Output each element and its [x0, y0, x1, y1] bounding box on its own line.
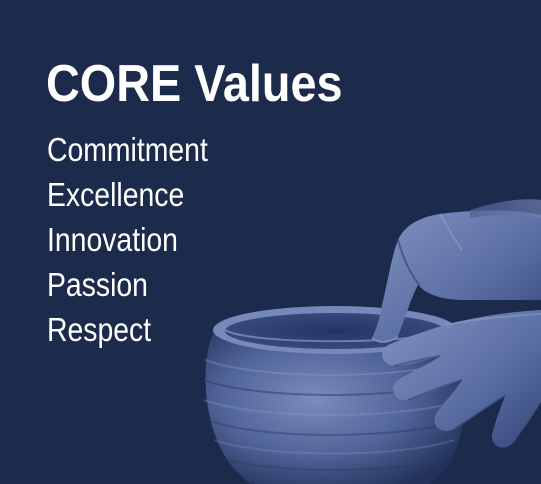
value-commitment: Commitment: [47, 131, 208, 168]
page-title: CORE Values: [46, 55, 343, 113]
lower-hand: [382, 310, 541, 448]
forearm: [470, 199, 541, 218]
value-passion: Passion: [47, 266, 148, 303]
value-excellence: Excellence: [47, 176, 185, 213]
core-values-list: Commitment Excellence Innovation Passion…: [47, 127, 234, 352]
value-innovation: Innovation: [47, 221, 178, 258]
value-respect: Respect: [47, 311, 152, 348]
upper-hand: [371, 210, 541, 344]
